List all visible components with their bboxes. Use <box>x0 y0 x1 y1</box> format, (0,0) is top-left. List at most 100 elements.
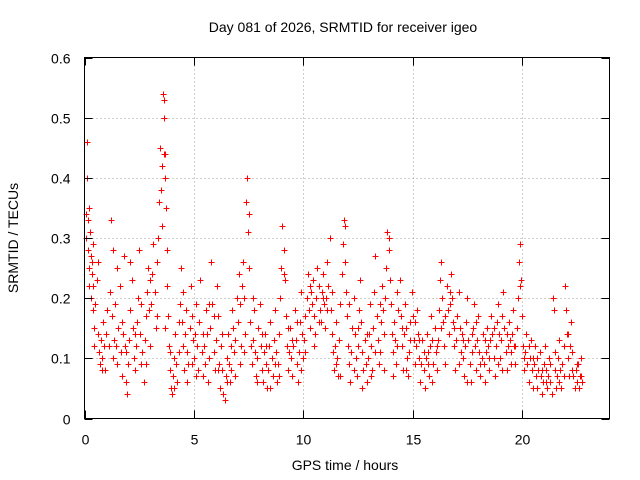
data-point <box>298 367 305 374</box>
data-point <box>336 337 343 344</box>
data-point <box>99 355 106 362</box>
data-point <box>177 301 184 308</box>
data-point <box>142 337 149 344</box>
data-point <box>444 283 451 290</box>
data-point <box>414 307 421 314</box>
data-point <box>544 385 551 392</box>
data-point <box>496 331 503 338</box>
data-point <box>453 337 460 344</box>
data-point <box>340 241 347 248</box>
data-point <box>110 247 117 254</box>
data-point <box>96 349 103 356</box>
data-point <box>467 361 474 368</box>
data-point <box>413 343 420 350</box>
data-point <box>167 367 174 374</box>
data-point <box>439 295 446 302</box>
data-point <box>232 373 239 380</box>
data-point <box>480 331 487 338</box>
data-point <box>418 361 425 368</box>
data-point <box>567 343 574 350</box>
data-point <box>407 337 414 344</box>
data-point <box>85 217 92 224</box>
data-point <box>250 295 257 302</box>
data-point <box>391 319 398 326</box>
data-point <box>146 307 153 314</box>
chart-title: Day 081 of 2026, SRMTID for receiver ige… <box>209 19 478 35</box>
data-point <box>225 331 232 338</box>
data-point <box>359 385 366 392</box>
data-point <box>316 319 323 326</box>
data-point <box>294 361 301 368</box>
data-point <box>263 361 270 368</box>
data-point <box>492 373 499 380</box>
data-point <box>488 313 495 320</box>
data-point <box>307 283 314 290</box>
data-point <box>157 145 164 152</box>
data-point <box>459 331 466 338</box>
data-point <box>352 331 359 338</box>
data-point <box>403 367 410 374</box>
data-point <box>161 151 168 158</box>
data-point <box>429 337 436 344</box>
data-point <box>314 265 321 272</box>
data-point <box>347 379 354 386</box>
data-point <box>409 289 416 296</box>
data-point <box>215 367 222 374</box>
data-point <box>189 313 196 320</box>
data-point <box>176 319 183 326</box>
data-point <box>106 343 113 350</box>
data-point <box>224 355 231 362</box>
data-point <box>144 289 151 296</box>
data-point <box>470 325 477 332</box>
x-tick-label: 15 <box>406 432 422 448</box>
data-point <box>561 373 568 380</box>
data-point <box>285 325 292 332</box>
data-point <box>477 361 484 368</box>
data-point <box>499 313 506 320</box>
data-point <box>531 361 538 368</box>
data-point <box>359 349 366 356</box>
data-point <box>578 373 585 380</box>
data-point <box>556 379 563 386</box>
data-point <box>200 373 207 380</box>
data-point <box>417 379 424 386</box>
data-point <box>528 337 535 344</box>
x-tick-labels: 0 5 10 15 20 <box>82 432 531 448</box>
data-point <box>183 307 190 314</box>
data-point <box>208 259 215 266</box>
data-point <box>299 331 306 338</box>
data-point <box>432 325 439 332</box>
data-point <box>202 361 209 368</box>
data-point <box>149 271 156 278</box>
data-point <box>218 343 225 350</box>
data-point <box>153 325 160 332</box>
data-point <box>159 163 166 170</box>
data-point <box>251 307 258 314</box>
data-point <box>398 313 405 320</box>
data-point <box>552 349 559 356</box>
data-point <box>189 361 196 368</box>
data-point <box>381 367 388 374</box>
data-point <box>399 343 406 350</box>
data-point <box>155 235 162 242</box>
data-point <box>255 325 262 332</box>
data-point <box>283 313 290 320</box>
data-point <box>388 301 395 308</box>
data-point <box>260 379 267 386</box>
data-point <box>246 265 253 272</box>
data-point <box>545 373 552 380</box>
data-point <box>196 319 203 326</box>
y-tick-label: 0.1 <box>51 351 71 367</box>
data-point <box>125 361 132 368</box>
data-point <box>406 349 413 356</box>
data-point <box>173 361 180 368</box>
data-point <box>436 307 443 314</box>
data-point <box>298 289 305 296</box>
data-point <box>495 301 502 308</box>
data-point <box>441 343 448 350</box>
data-point <box>386 235 393 242</box>
data-point <box>394 289 401 296</box>
data-point <box>313 295 320 302</box>
data-point <box>364 379 371 386</box>
data-point <box>184 379 191 386</box>
